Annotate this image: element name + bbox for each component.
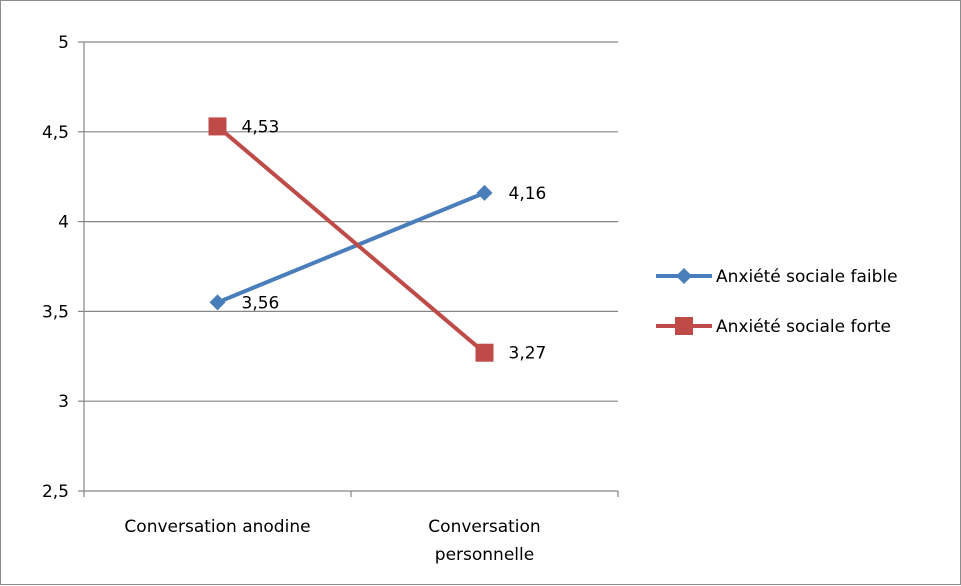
data-point-square bbox=[208, 117, 227, 136]
legend-label: Anxiété sociale forte bbox=[716, 317, 891, 337]
gridlines bbox=[84, 41, 618, 492]
data-point-diamond bbox=[209, 294, 226, 311]
y-tick-label: 4 bbox=[58, 213, 69, 233]
y-tick-label: 4,5 bbox=[42, 123, 69, 143]
series-line bbox=[216, 124, 486, 355]
legend: Anxiété sociale faible Anxiété sociale fo… bbox=[656, 267, 898, 337]
legend-marker-diamond bbox=[676, 268, 692, 284]
legend-marker-square bbox=[675, 317, 693, 335]
data-labels: 3,56 4,16 4,53 3,27 bbox=[242, 117, 547, 363]
data-label: 4,53 bbox=[242, 117, 280, 137]
data-label: 3,27 bbox=[509, 344, 547, 364]
y-tick-label: 3,5 bbox=[42, 302, 69, 322]
data-label: 3,56 bbox=[242, 293, 280, 313]
data-label: 4,16 bbox=[509, 184, 547, 204]
data-point-diamond bbox=[476, 184, 493, 201]
axes: 2,5 3 3,5 4 4,5 5 Conversation anodine Conversa… bbox=[42, 33, 619, 565]
series bbox=[208, 117, 494, 362]
y-tick-label: 3 bbox=[58, 392, 69, 412]
y-tick-label: 5 bbox=[58, 33, 69, 53]
data-point-square bbox=[475, 343, 494, 362]
series-line bbox=[216, 191, 486, 305]
y-tick-label: 2,5 bbox=[42, 482, 69, 502]
x-tick-label: Conversation personnelle bbox=[428, 517, 540, 565]
legend-label: Anxiété sociale faible bbox=[716, 267, 898, 287]
x-tick-label: Conversation anodine bbox=[124, 517, 310, 537]
